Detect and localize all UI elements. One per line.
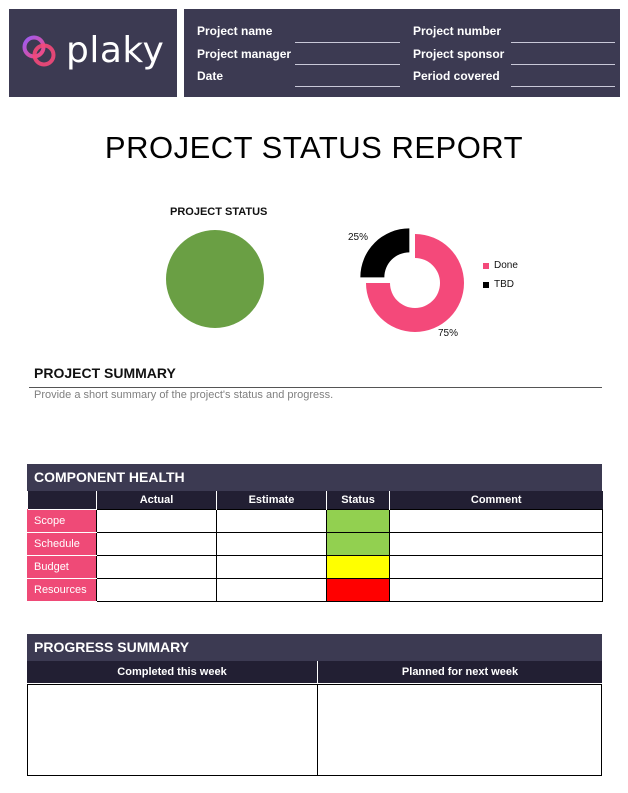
project-number-field[interactable]: [511, 42, 615, 43]
legend-swatch-tbd: [483, 281, 489, 288]
comment-cell[interactable]: [389, 578, 603, 602]
page-title: PROJECT STATUS REPORT: [104, 130, 524, 165]
project-name-label: Project name: [197, 24, 273, 38]
column-header-comment: Comment: [389, 491, 603, 510]
status-cell[interactable]: [326, 578, 390, 602]
plaky-logo-icon: [22, 35, 56, 68]
period-covered-label: Period covered: [413, 69, 500, 83]
table-row: Budget: [27, 555, 603, 579]
column-header-status: Status: [326, 491, 390, 510]
table-header-row: Actual Estimate Status Comment: [27, 491, 603, 510]
legend-item-done: Done: [483, 260, 518, 271]
completed-this-week-area[interactable]: [27, 684, 318, 776]
project-info-panel: Project name Project manager Date Projec…: [184, 9, 620, 97]
column-header-blank: [27, 491, 97, 510]
project-manager-field[interactable]: [295, 64, 400, 65]
table-row: Scope: [27, 509, 603, 533]
project-sponsor-label: Project sponsor: [413, 47, 505, 61]
project-name-field[interactable]: [295, 42, 400, 43]
column-header-completed: Completed this week: [27, 661, 317, 683]
column-header-planned: Planned for next week: [318, 661, 602, 683]
donut-slice-done: [366, 234, 464, 332]
progress-donut-chart: [340, 220, 480, 345]
estimate-cell[interactable]: [216, 509, 327, 533]
actual-cell[interactable]: [96, 532, 217, 556]
summary-divider: [29, 387, 602, 388]
data-label-tbd: 25%: [348, 232, 369, 243]
estimate-cell[interactable]: [216, 578, 327, 602]
component-health-banner: COMPONENT HEALTH: [27, 464, 602, 491]
column-header-estimate: Estimate: [216, 491, 327, 510]
date-label: Date: [197, 69, 224, 83]
legend-swatch-done: [483, 262, 489, 269]
status-cell[interactable]: [326, 555, 390, 579]
column-header-actual: Actual: [96, 491, 217, 510]
date-field[interactable]: [295, 86, 400, 87]
project-number-label: Project number: [413, 24, 502, 38]
project-status-label: PROJECT STATUS: [170, 206, 268, 218]
actual-cell[interactable]: [96, 578, 217, 602]
period-covered-field[interactable]: [511, 86, 615, 87]
row-label-scope: Scope: [27, 509, 97, 533]
donut-slice-tbd: [360, 228, 410, 278]
logo-text: plaky: [66, 30, 165, 71]
actual-cell[interactable]: [96, 509, 217, 533]
table-row: Schedule: [27, 532, 603, 556]
project-summary-title: PROJECT SUMMARY: [34, 365, 176, 381]
logo-panel: plaky: [9, 9, 177, 97]
row-label-schedule: Schedule: [27, 532, 97, 556]
status-cell[interactable]: [326, 509, 390, 533]
donut-chart-svg: [360, 228, 464, 332]
estimate-cell[interactable]: [216, 555, 327, 579]
project-status-indicator: [166, 230, 264, 328]
table-row: Resources: [27, 578, 603, 602]
actual-cell[interactable]: [96, 555, 217, 579]
project-summary-text[interactable]: Provide a short summary of the project's…: [34, 389, 334, 401]
status-cell[interactable]: [326, 532, 390, 556]
row-label-budget: Budget: [27, 555, 97, 579]
row-label-resources: Resources: [27, 578, 97, 602]
legend-label-tbd: TBD: [494, 279, 514, 290]
comment-cell[interactable]: [389, 509, 603, 533]
project-sponsor-field[interactable]: [511, 64, 615, 65]
estimate-cell[interactable]: [216, 532, 327, 556]
component-health-table: Actual Estimate Status Comment Scope Sch…: [27, 491, 603, 602]
project-manager-label: Project manager: [197, 47, 292, 61]
legend-label-done: Done: [494, 260, 518, 271]
planned-next-week-area[interactable]: [317, 684, 602, 776]
data-label-done: 75%: [438, 328, 459, 339]
comment-cell[interactable]: [389, 555, 603, 579]
legend-item-tbd: TBD: [483, 279, 514, 290]
comment-cell[interactable]: [389, 532, 603, 556]
progress-summary-banner: PROGRESS SUMMARY: [27, 634, 602, 661]
